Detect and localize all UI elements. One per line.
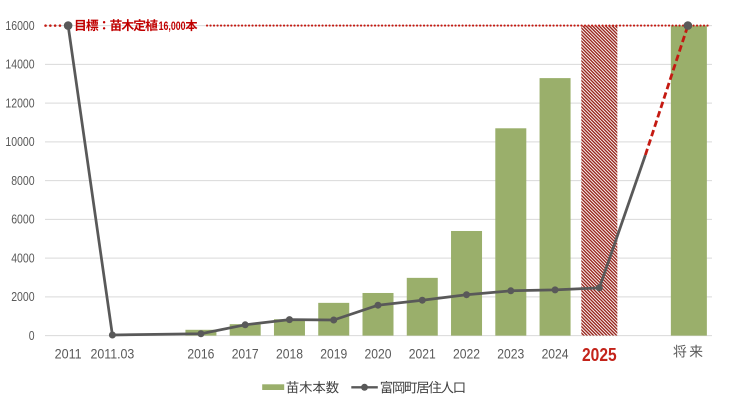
svg-text:16,000: 16,000 [159, 21, 186, 33]
svg-text:2023: 2023 [497, 346, 524, 362]
svg-text:4000: 4000 [11, 250, 34, 265]
svg-text:2019: 2019 [320, 346, 347, 362]
svg-text:2011.03: 2011.03 [90, 346, 134, 362]
svg-text:10000: 10000 [5, 134, 34, 149]
svg-text:2016: 2016 [187, 346, 214, 362]
svg-text:8000: 8000 [11, 173, 34, 188]
svg-text:2025: 2025 [582, 345, 617, 365]
svg-text:6000: 6000 [11, 212, 34, 227]
svg-text:2020: 2020 [365, 346, 392, 362]
svg-text:2000: 2000 [11, 289, 34, 304]
svg-text:0: 0 [29, 328, 35, 343]
svg-text:2021: 2021 [409, 346, 436, 362]
svg-text:2024: 2024 [542, 346, 569, 362]
svg-text:2011: 2011 [55, 346, 82, 362]
svg-text:2018: 2018 [276, 346, 303, 362]
svg-text:2022: 2022 [453, 346, 480, 362]
svg-text:12000: 12000 [5, 95, 34, 110]
svg-text:16000: 16000 [5, 18, 34, 33]
svg-text:14000: 14000 [5, 57, 34, 72]
svg-text:2017: 2017 [232, 346, 259, 362]
